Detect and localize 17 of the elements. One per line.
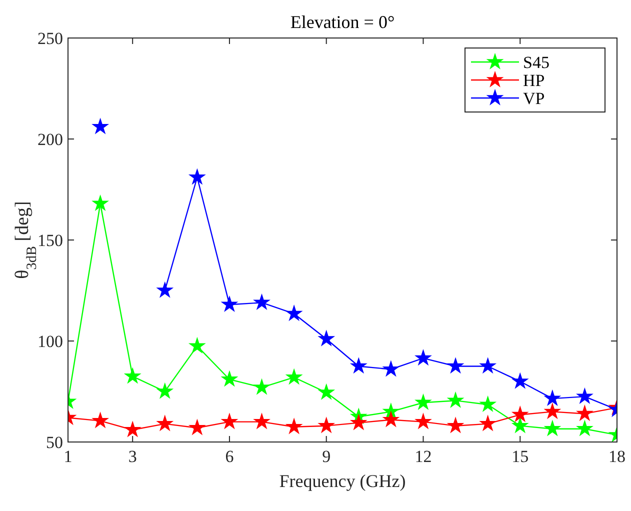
x-tick-label: 15: [512, 447, 529, 466]
y-tick-label: 100: [38, 332, 63, 351]
x-tick-label: 3: [128, 447, 137, 466]
y-tick-label: 200: [38, 130, 63, 149]
x-tick-label: 6: [225, 447, 234, 466]
x-tick-label: 18: [608, 447, 626, 466]
x-tick-label: 9: [322, 447, 331, 466]
x-tick-label: 12: [414, 447, 432, 466]
y-tick-label: 50: [46, 432, 63, 452]
y-tick-label: 150: [38, 230, 63, 250]
legend-label: S45: [523, 52, 550, 72]
y-tick-label: 250: [38, 28, 63, 48]
legend-label: HP: [523, 70, 545, 90]
legend-label: VP: [523, 88, 545, 108]
chart-title: Elevation = 0°: [290, 12, 395, 32]
x-tick-label: 1: [64, 447, 72, 466]
x-axis-title: Frequency (GHz): [279, 471, 406, 491]
